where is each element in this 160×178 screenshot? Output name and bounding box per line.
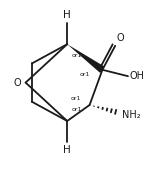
- Polygon shape: [67, 44, 105, 73]
- Text: or1: or1: [72, 53, 82, 58]
- Text: or1: or1: [70, 96, 81, 101]
- Text: OH: OH: [130, 71, 145, 81]
- Text: H: H: [63, 145, 71, 155]
- Text: or1: or1: [80, 72, 90, 77]
- Text: or1: or1: [72, 107, 82, 112]
- Text: O: O: [117, 33, 124, 43]
- Text: O: O: [14, 78, 22, 88]
- Text: H: H: [63, 10, 71, 20]
- Text: NH₂: NH₂: [122, 110, 140, 120]
